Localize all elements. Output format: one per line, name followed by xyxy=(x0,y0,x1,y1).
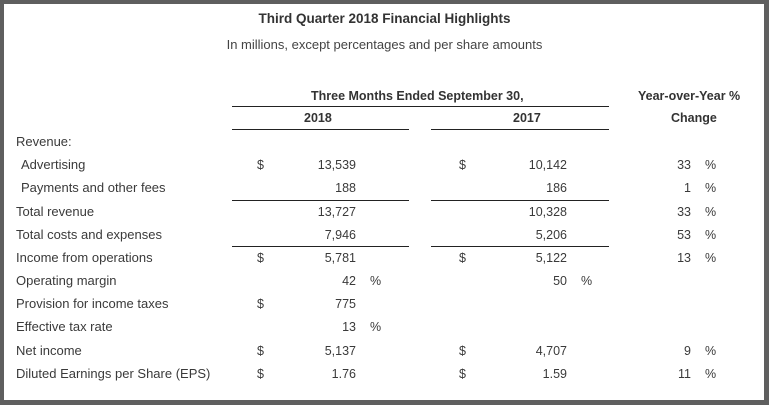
table-subtitle: In millions, except percentages and per … xyxy=(226,37,543,52)
value-2018: 7,946 xyxy=(324,228,356,242)
row-label: Advertising xyxy=(21,157,86,172)
subtotal-rule-2017 xyxy=(431,200,609,201)
period-underline xyxy=(232,106,609,107)
value-2018: 188 xyxy=(335,181,356,195)
yoy-change-value: 11 xyxy=(678,367,691,381)
value-2017: 10,328 xyxy=(528,205,567,219)
yoy-change-value: 53 xyxy=(677,228,691,242)
yoy-header-line1: Year-over-Year % xyxy=(638,89,741,103)
yoy-percent-symbol: % xyxy=(705,228,717,242)
value-2018: 1.76 xyxy=(331,367,356,381)
value-2018: 775 xyxy=(335,297,356,311)
row-label: Income from operations xyxy=(16,250,153,265)
value-2018: 5,137 xyxy=(324,344,356,358)
value-2017: 5,122 xyxy=(535,251,567,265)
value-2018: 42 xyxy=(342,274,356,288)
col-2017-underline xyxy=(431,129,609,130)
yoy-percent-symbol: % xyxy=(705,205,717,219)
yoy-percent-symbol: % xyxy=(705,158,717,172)
percent-symbol-2018: % xyxy=(370,320,382,334)
value-2017: 1.59 xyxy=(542,367,567,381)
currency-symbol-2017: $ xyxy=(459,158,466,172)
col-header-2018: 2018 xyxy=(304,111,332,125)
row-label: Net income xyxy=(16,343,82,358)
yoy-percent-symbol: % xyxy=(705,181,717,195)
currency-symbol-2018: $ xyxy=(257,251,264,265)
row-label: Revenue: xyxy=(16,134,72,149)
period-header: Three Months Ended September 30, xyxy=(311,89,524,103)
col-2018-underline xyxy=(232,129,409,130)
yoy-change-value: 13 xyxy=(677,251,691,265)
currency-symbol-2017: $ xyxy=(459,367,466,381)
yoy-change-value: 33 xyxy=(677,205,691,219)
value-2017: 10,142 xyxy=(528,158,567,172)
col-header-2017: 2017 xyxy=(513,111,541,125)
yoy-percent-symbol: % xyxy=(705,367,717,381)
row-label: Total revenue xyxy=(16,204,95,219)
percent-symbol-2018: % xyxy=(370,274,382,288)
row-label: Operating margin xyxy=(16,273,117,288)
yoy-header-line2: Change xyxy=(671,111,717,125)
value-2017: 4,707 xyxy=(535,344,567,358)
yoy-change-value: 9 xyxy=(684,344,691,358)
total-rule-2018 xyxy=(232,246,409,247)
currency-symbol-2017: $ xyxy=(459,251,466,265)
yoy-percent-symbol: % xyxy=(705,344,717,358)
subtotal-rule-2018 xyxy=(232,200,409,201)
row-label: Total costs and expenses xyxy=(16,227,162,242)
value-2018: 13 xyxy=(342,320,356,334)
yoy-change-value: 33 xyxy=(677,158,691,172)
currency-symbol-2017: $ xyxy=(459,344,466,358)
row-label: Provision for income taxes xyxy=(16,296,169,311)
value-2018: 13,727 xyxy=(317,205,356,219)
value-2017: 50 xyxy=(553,274,567,288)
row-label: Diluted Earnings per Share (EPS) xyxy=(16,366,211,381)
currency-symbol-2018: $ xyxy=(257,158,264,172)
yoy-change-value: 1 xyxy=(684,181,691,195)
currency-symbol-2018: $ xyxy=(257,297,264,311)
percent-symbol-2017: % xyxy=(581,274,593,288)
total-rule-2017 xyxy=(431,246,609,247)
yoy-percent-symbol: % xyxy=(705,251,717,265)
value-2017: 186 xyxy=(546,181,567,195)
value-2018: 13,539 xyxy=(317,158,356,172)
value-2018: 5,781 xyxy=(324,251,356,265)
currency-symbol-2018: $ xyxy=(257,367,264,381)
row-label: Payments and other fees xyxy=(21,180,166,195)
table-title: Third Quarter 2018 Financial Highlights xyxy=(258,11,511,26)
row-label: Effective tax rate xyxy=(16,319,113,334)
value-2017: 5,206 xyxy=(535,228,567,242)
currency-symbol-2018: $ xyxy=(257,344,264,358)
